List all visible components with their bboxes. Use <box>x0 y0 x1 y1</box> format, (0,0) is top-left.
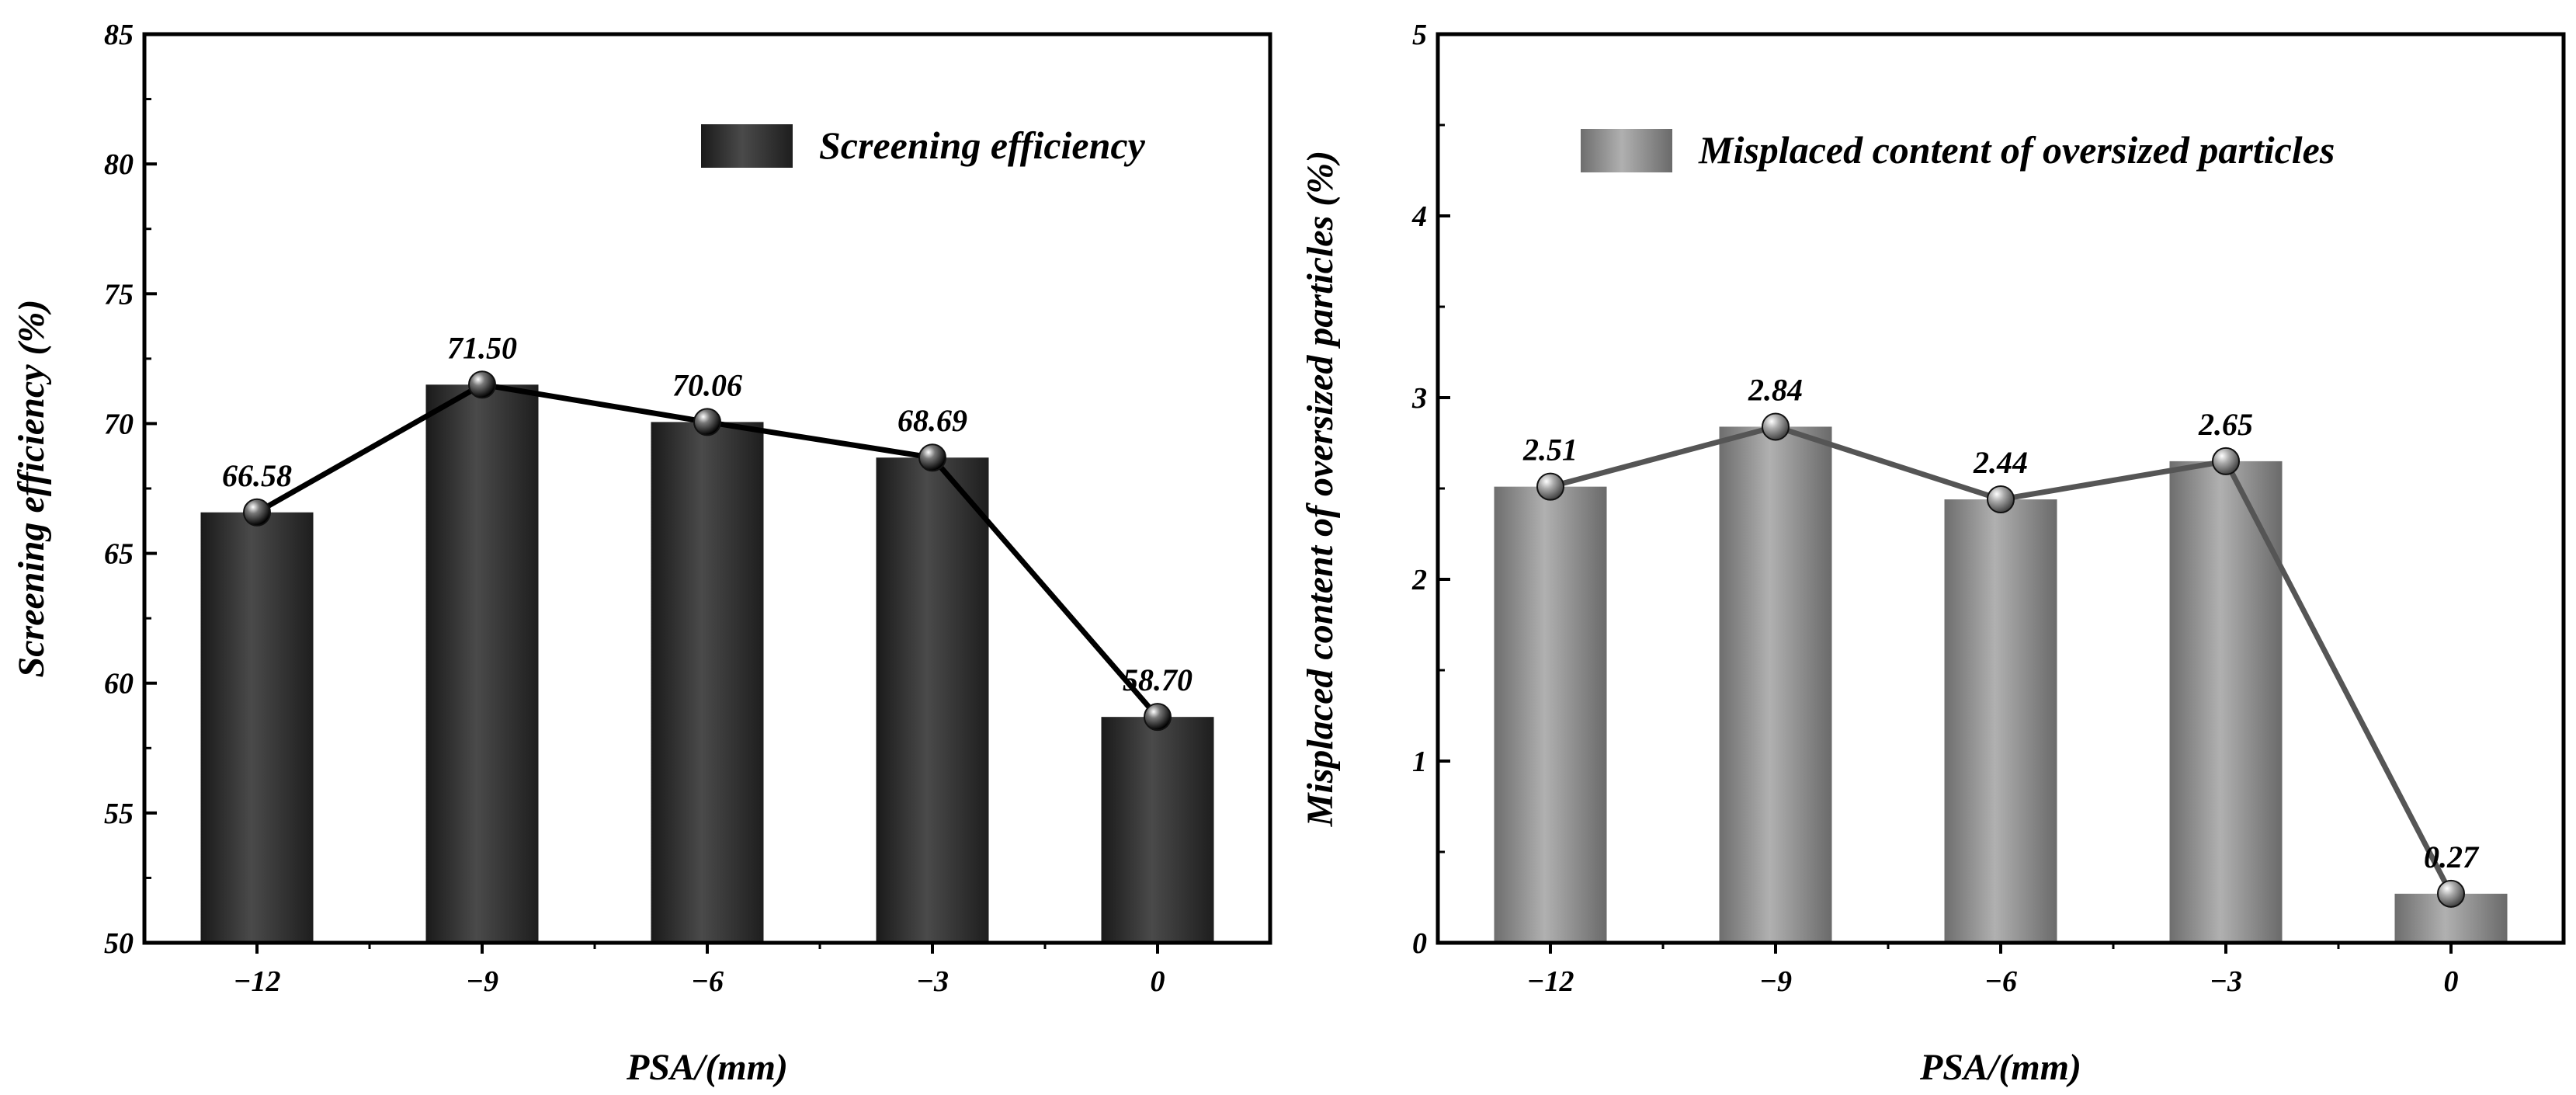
bar-2 <box>425 384 539 943</box>
bar-1 <box>200 512 314 943</box>
value-label-5: 58.70 <box>1123 662 1193 697</box>
y-axis-title: Screening efficiency (%) <box>11 300 52 678</box>
marker-3 <box>693 408 721 436</box>
x-tick-label-5: 0 <box>2444 965 2459 998</box>
value-label-2: 71.50 <box>447 330 517 365</box>
bar-2 <box>1719 426 1832 943</box>
value-label-1: 2.51 <box>1522 433 1578 468</box>
value-label-4: 68.69 <box>897 403 967 438</box>
value-label-4: 2.65 <box>2198 407 2253 442</box>
y-tick-label-2: 1 <box>1412 746 1427 778</box>
x-axis-title: PSA/(mm) <box>1919 1047 2081 1088</box>
marker-2 <box>468 370 496 399</box>
marker-3 <box>1987 485 2015 514</box>
y-tick-label-6: 5 <box>1412 19 1427 51</box>
x-tick-label-3: −6 <box>1984 965 2017 998</box>
marker-5 <box>1144 703 1172 732</box>
x-tick-label-4: −3 <box>916 965 949 998</box>
x-axis-title: PSA/(mm) <box>626 1047 788 1088</box>
y-tick-label-8: 85 <box>104 19 134 51</box>
x-tick-label-1: −12 <box>233 965 280 998</box>
bar-3 <box>651 422 764 943</box>
y-tick-label-5: 4 <box>1411 200 1427 233</box>
marker-5 <box>2437 879 2465 908</box>
x-tick-label-4: −3 <box>2210 965 2242 998</box>
bar-4 <box>2169 461 2283 943</box>
x-tick-label-5: 0 <box>1151 965 1165 998</box>
y-tick-label-4: 3 <box>1411 382 1427 415</box>
marker-1 <box>243 498 271 527</box>
value-label-5: 0.27 <box>2424 840 2480 874</box>
x-tick-label-2: −9 <box>466 965 498 998</box>
y-tick-label-1: 50 <box>104 927 134 960</box>
legend-label: Misplaced content of oversized particles <box>1698 128 2335 172</box>
chart-panel-1: 66.58 71.50 70.06 68.69 58.70 50 55 60 65 70 75 80 8… <box>11 19 1272 1088</box>
y-tick-label-6: 75 <box>104 278 134 311</box>
y-tick-label-2: 55 <box>104 798 134 830</box>
bar-4 <box>876 457 989 943</box>
y-tick-label-5: 70 <box>104 408 134 440</box>
bar-1 <box>1494 486 1607 943</box>
y-tick-label-3: 60 <box>104 668 134 700</box>
legend-label: Screening efficiency <box>819 123 1146 167</box>
y-tick-label-1: 0 <box>1412 927 1427 960</box>
value-label-3: 70.06 <box>672 367 742 402</box>
y-tick-label-4: 65 <box>104 538 134 571</box>
y-axis-title: Misplaced content of oversized particles… <box>1300 151 1341 828</box>
x-tick-label-2: −9 <box>1759 965 1792 998</box>
marker-2 <box>1762 412 1790 441</box>
x-tick-label-3: −6 <box>691 965 724 998</box>
marker-4 <box>2212 447 2240 475</box>
value-label-3: 2.44 <box>1973 445 2028 480</box>
legend: Screening efficiency <box>701 123 1146 168</box>
legend-swatch <box>1581 129 1672 172</box>
marker-1 <box>1536 472 1564 501</box>
marker-4 <box>918 443 946 472</box>
y-tick-label-3: 2 <box>1411 564 1427 596</box>
value-label-2: 2.84 <box>1748 372 1803 407</box>
x-tick-label-1: −12 <box>1526 965 1574 998</box>
legend: Misplaced content of oversized particles <box>1581 128 2335 172</box>
bar-3 <box>1944 499 2057 943</box>
bar-5 <box>1101 717 1214 943</box>
value-label-1: 66.58 <box>222 458 292 493</box>
chart-panel-2: 2.51 2.84 2.44 2.65 0.27 0 1 2 3 4 5 −12 −9 −6 −3 0 PSA/… <box>1300 19 2566 1088</box>
legend-swatch <box>701 124 793 168</box>
y-tick-label-7: 80 <box>104 148 134 181</box>
